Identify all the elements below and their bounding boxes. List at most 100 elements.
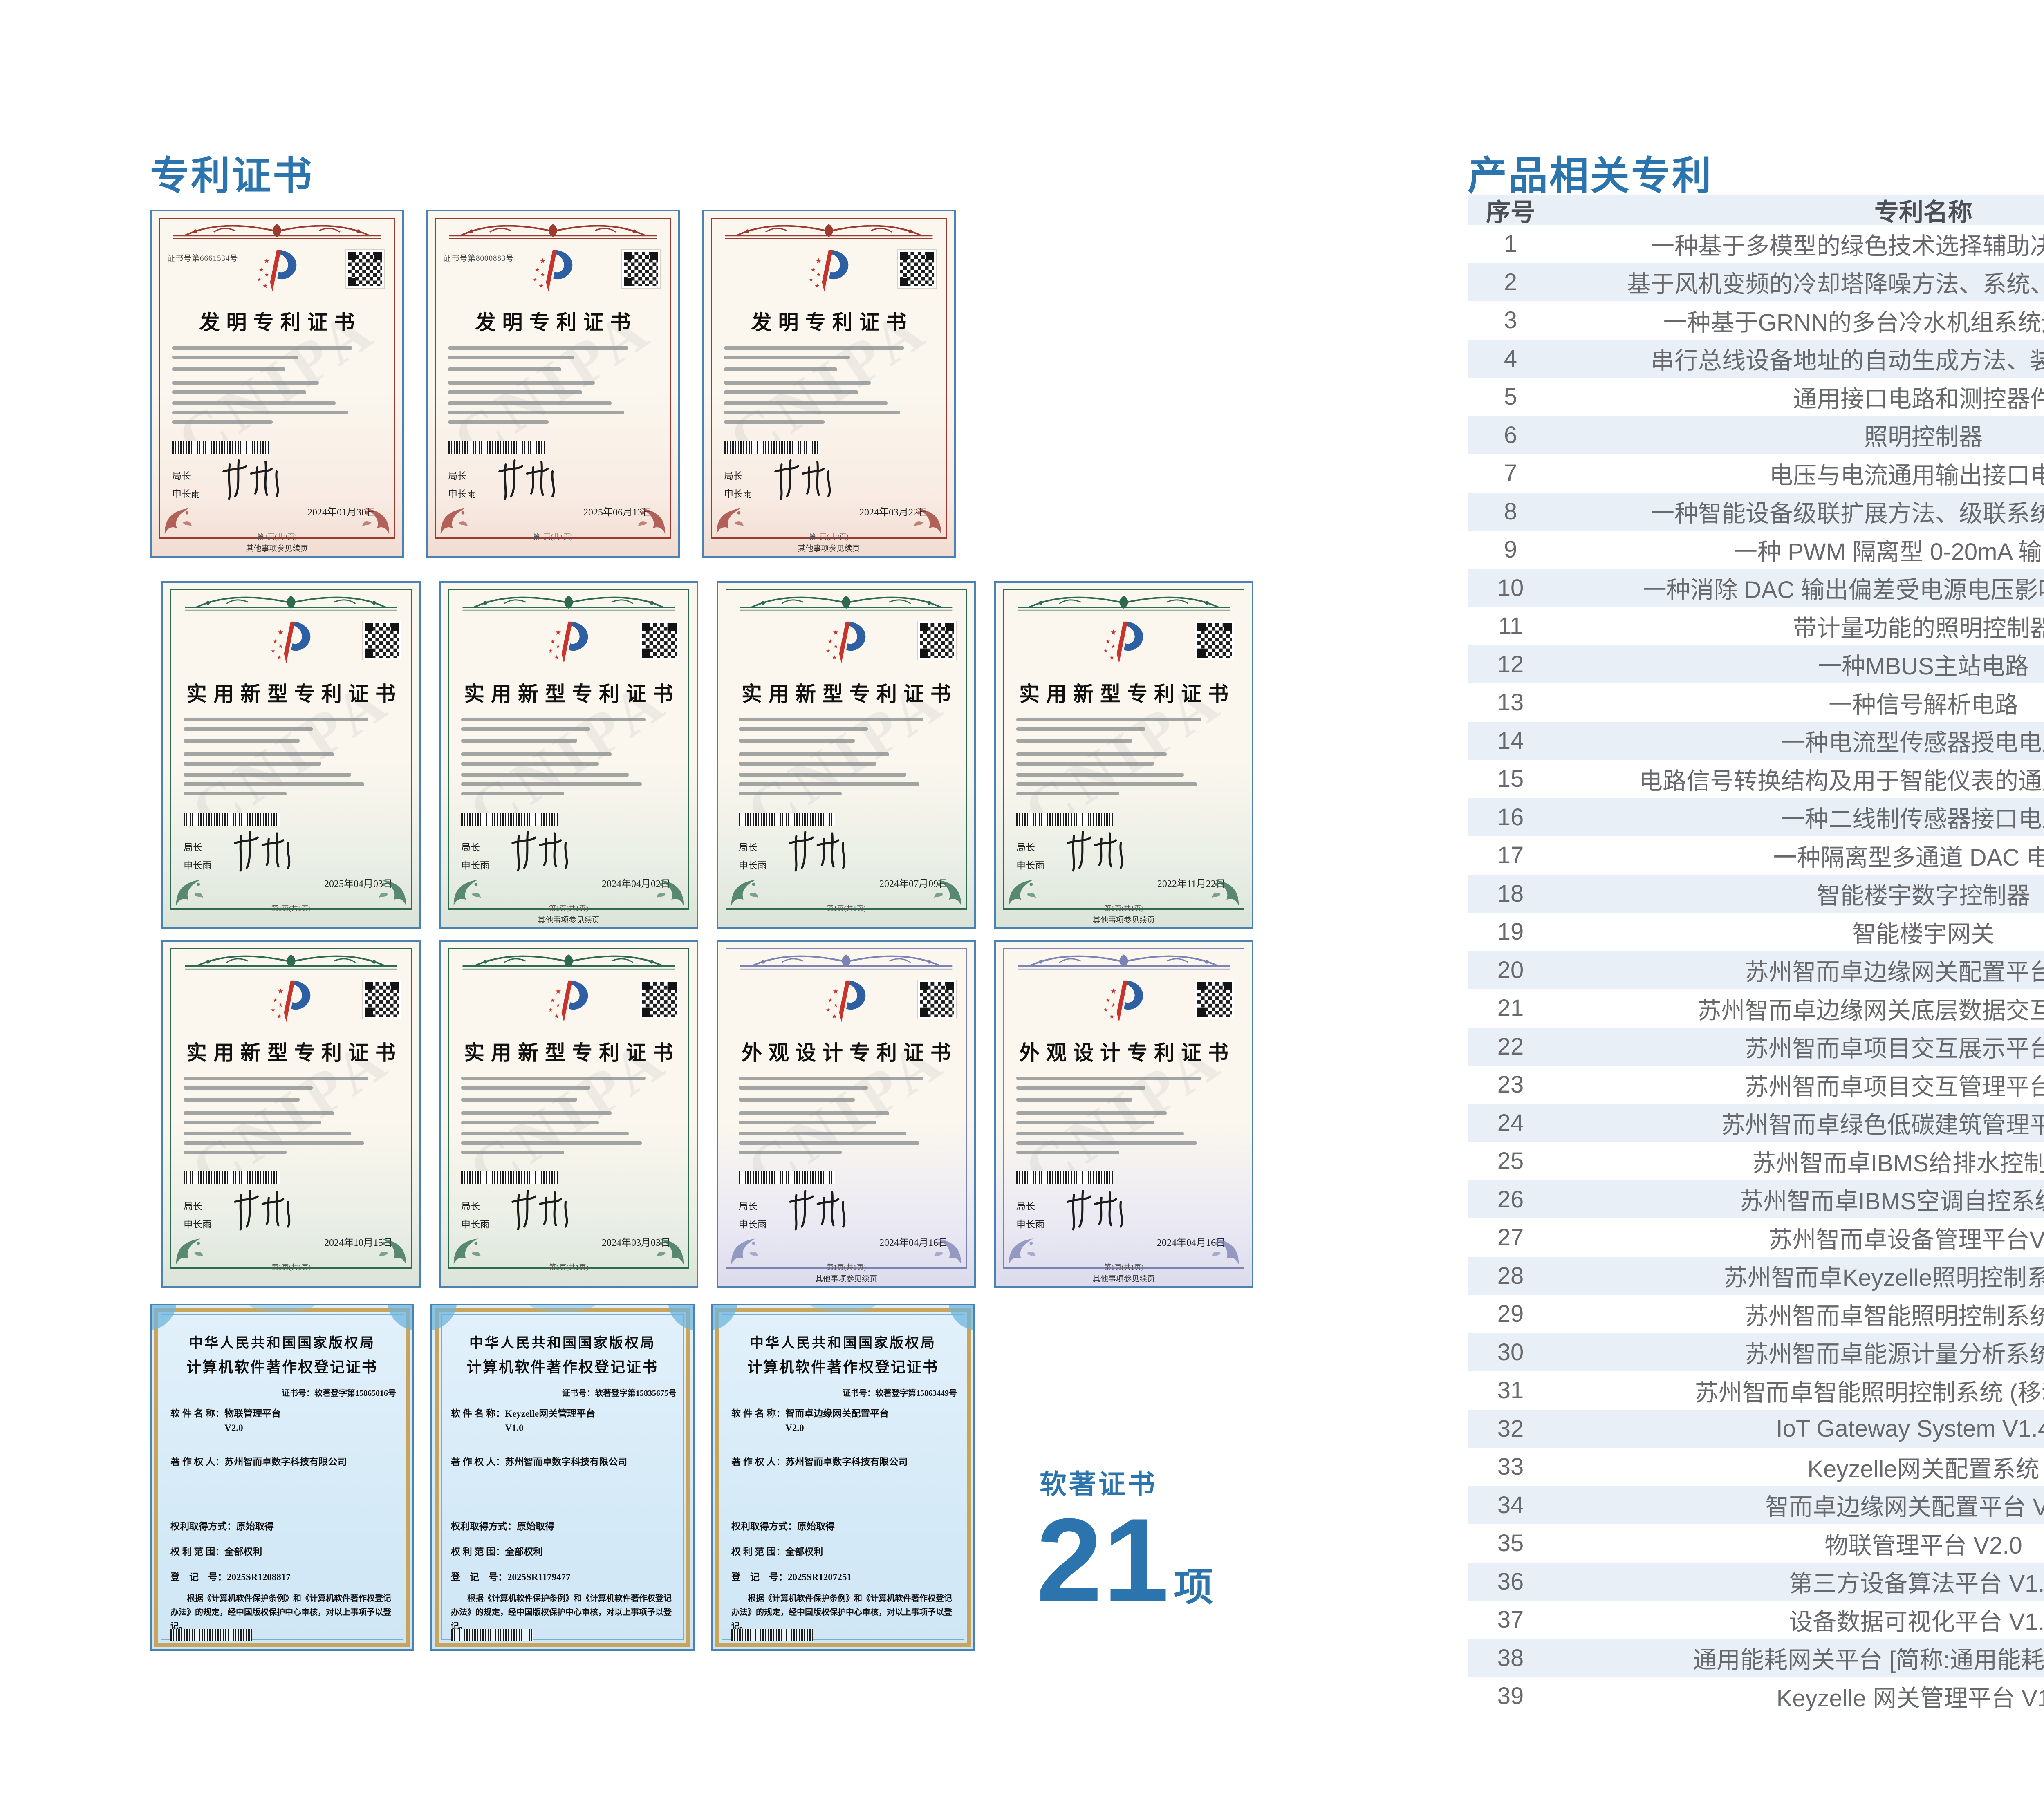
corner-ornament-left xyxy=(728,1235,760,1267)
text-line xyxy=(724,346,905,350)
software-cert-number: 证书号：软著登字第15865016号 xyxy=(282,1389,396,1398)
issue-date: 2022年11月22日 xyxy=(1157,879,1226,889)
cell-patent-name: 一种智能设备级联扩展方法、级联系统和可存储介质 xyxy=(1650,500,2044,527)
svg-text:★: ★ xyxy=(550,638,555,645)
table-row: 21苏州智而卓边缘网关底层数据交互平台V1.0软著 xyxy=(1468,989,2044,1028)
page-note: 第1页(共1页) xyxy=(549,1263,589,1271)
svg-text:★: ★ xyxy=(538,283,544,289)
svg-text:★: ★ xyxy=(539,257,546,265)
certificate-title: 外观设计专利证书 xyxy=(742,1041,957,1064)
cell-no: 27 xyxy=(1497,1224,1524,1251)
certificate-title: 外观设计专利证书 xyxy=(1019,1041,1235,1064)
text-line xyxy=(172,356,298,359)
svg-text:★: ★ xyxy=(828,638,833,645)
text-line xyxy=(184,718,369,721)
page-note: 第1页(共2页) xyxy=(809,533,849,541)
cell-no: 34 xyxy=(1497,1491,1524,1518)
cell-patent-name: 照明控制器 xyxy=(1864,424,1983,451)
certificate-body-text-lines xyxy=(1016,1077,1231,1160)
qr-code-icon xyxy=(1195,621,1234,660)
table-row: 24苏州智而卓绿色低碳建筑管理平台V1.0软著 xyxy=(1468,1104,2044,1142)
copyright-owner-field: 著 作 权 人：苏州智而卓数字科技有限公司 xyxy=(731,1455,959,1469)
text-line xyxy=(184,1141,364,1145)
svg-text:★: ★ xyxy=(556,1003,560,1008)
certificate-card-utility: CNIPA ★ ★ ★ ★ ★ 实用新型专利证书 局长 申长雨 2025年04月03日… xyxy=(161,581,421,929)
field-value: 2025SR1208817 xyxy=(227,1572,291,1582)
software-name-field: 软 件 名 称：物联管理平台 V2.0 xyxy=(170,1407,398,1435)
cell-no: 30 xyxy=(1497,1339,1524,1366)
cell-no: 8 xyxy=(1504,498,1517,525)
svg-text:★: ★ xyxy=(550,997,555,1003)
cell-no: 21 xyxy=(1497,995,1524,1022)
field-label: 著 作 权 人： xyxy=(451,1457,505,1467)
barcode xyxy=(724,441,820,454)
corner-ornament-right xyxy=(377,876,409,908)
registration-no-field: 登 记 号：2025SR1207251 xyxy=(731,1570,959,1585)
text-line xyxy=(1016,782,1197,786)
certificate-card-software: 中华人民共和国国家版权局 计算机软件著作权登记证书 证书号：软著登字第1586501… xyxy=(150,1304,414,1651)
svg-text:★: ★ xyxy=(809,277,813,282)
text-line xyxy=(739,1132,907,1135)
cell-patent-name: 一种消除 DAC 输出偏差受电源电压影响的电路及方法 xyxy=(1643,577,2044,604)
field-value: Keyzelle网关管理平台 V1.0 xyxy=(505,1408,596,1433)
text-line xyxy=(461,1077,646,1080)
cell-no: 38 xyxy=(1497,1644,1524,1671)
table-row: 3一种基于GRNN的多台冷水机组系统运行控制方法发明 xyxy=(1468,301,2044,340)
text-line xyxy=(184,782,364,786)
certificate-body-text-lines xyxy=(724,346,934,430)
cell-no: 2 xyxy=(1504,269,1517,296)
text-line xyxy=(461,718,646,721)
cell-no: 15 xyxy=(1497,766,1524,793)
text-line xyxy=(739,1141,919,1145)
qr-code-icon xyxy=(640,980,679,1019)
certificate-body-text-lines xyxy=(461,1077,676,1160)
field-value: 智而卓边缘网关配置平台 V2.0 xyxy=(785,1408,889,1433)
text-line xyxy=(184,762,321,766)
corner-ornament-right xyxy=(637,504,668,536)
cell-patent-name: 苏州智而卓IBMS给排水控制系统 xyxy=(1752,1150,2044,1177)
text-line xyxy=(739,1151,842,1154)
text-line xyxy=(461,792,565,795)
table-row: 18智能楼宇数字控制器外观 xyxy=(1468,874,2044,913)
table-row: 22苏州智而卓项目交互展示平台V1.0软著 xyxy=(1468,1027,2044,1066)
field-value: 原始取得 xyxy=(797,1521,835,1532)
director-name: 申长雨 xyxy=(739,1219,767,1229)
issue-date: 2024年04月16日 xyxy=(1157,1238,1226,1248)
cell-patent-name: 智能楼宇数字控制器 xyxy=(1816,882,2030,909)
table-row: 28苏州智而卓Keyzelle照明控制系统V1.0软著 xyxy=(1468,1256,2044,1295)
table-row: 14一种电流型传感器授电电路实用新型 xyxy=(1468,721,2044,760)
cell-no: 39 xyxy=(1497,1683,1524,1710)
director-name: 申长雨 xyxy=(1016,860,1044,871)
certificate-title: 实用新型专利证书 xyxy=(1019,683,1235,705)
software-cert-number: 证书号：软著登字第15863449号 xyxy=(843,1389,957,1398)
cell-patent-name: 设备数据可视化平台 V1.0 xyxy=(1789,1608,2044,1635)
registration-paragraph: 根据《计算机软件保护条例》和《计算机软件著作权登记办法》的规定，经中国版权保护中… xyxy=(731,1594,952,1631)
acquisition-field: 权利取得方式：原始取得 xyxy=(451,1520,678,1534)
text-line xyxy=(448,390,583,394)
certificate-card-invention: CNIPA 证书号第6661534号 ★ ★ ★ ★ ★ 发明专利证书 局长 申长雨 … xyxy=(150,210,404,558)
director-name: 申长雨 xyxy=(184,860,212,871)
text-line xyxy=(172,346,353,350)
table-row: 7电压与电流通用输出接口电路发明 xyxy=(1468,454,2044,493)
cell-patent-name: 苏州智而卓边缘网关底层数据交互平台V1.0 xyxy=(1697,997,2044,1024)
cell-no: 20 xyxy=(1497,956,1524,983)
cell-patent-name: 苏州智而卓设备管理平台V1.0 xyxy=(1768,1226,2044,1253)
barcode xyxy=(170,1629,252,1641)
text-line xyxy=(739,1111,890,1115)
text-line xyxy=(739,727,868,731)
text-line xyxy=(739,752,890,756)
text-line xyxy=(724,420,825,424)
corner-ornament-right xyxy=(1210,1235,1242,1267)
cell-no: 19 xyxy=(1497,918,1524,945)
qr-code-icon xyxy=(362,980,401,1019)
certificate-card-design: CNIPA ★ ★ ★ ★ ★ 外观设计专利证书 局长 申长雨 2024年04月16日… xyxy=(717,940,976,1288)
svg-text:★: ★ xyxy=(273,997,278,1003)
cnipa-logo-icon: ★ ★ ★ ★ ★ xyxy=(1103,617,1145,669)
svg-text:★: ★ xyxy=(554,1013,559,1020)
certificate-card-invention: CNIPA 证书号第8000883号 ★ ★ ★ ★ ★ 发明专利证书 局长 申长雨 … xyxy=(426,210,680,558)
field-value: 全部权利 xyxy=(224,1547,262,1557)
svg-text:★: ★ xyxy=(1111,644,1116,649)
